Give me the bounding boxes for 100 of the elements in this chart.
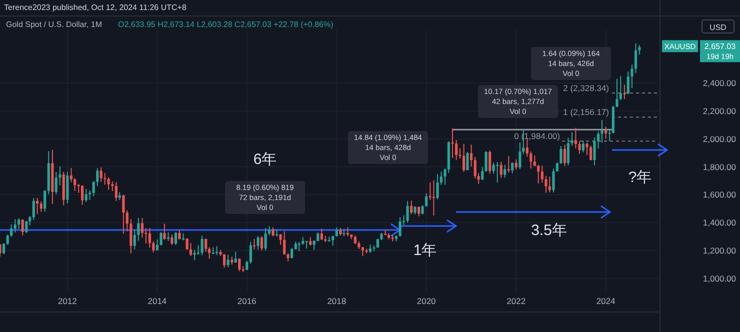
x-tick-label: 2018	[327, 296, 346, 306]
candlestick	[361, 246, 364, 257]
candlestick	[582, 140, 584, 153]
candlestick	[74, 178, 76, 192]
candlestick	[252, 238, 256, 250]
annotation: ?年	[628, 169, 652, 186]
candlestick	[222, 254, 226, 268]
candlestick	[574, 127, 578, 149]
candlestick	[623, 84, 626, 100]
candlestick	[421, 204, 424, 215]
candlestick	[552, 168, 555, 193]
candlestick	[406, 200, 409, 224]
candlestick	[500, 161, 502, 178]
text: 2,657.03	[704, 42, 736, 52]
candlestick	[17, 218, 20, 230]
candlestick	[14, 218, 16, 233]
candlestick	[160, 232, 162, 246]
candlestick	[70, 168, 73, 183]
candlestick	[514, 158, 518, 170]
candlestick	[40, 200, 42, 212]
candlestick	[283, 230, 286, 256]
annotation: 3.5年	[531, 222, 567, 239]
candlestick	[560, 146, 562, 164]
candlestick	[238, 258, 241, 272]
candlestick	[312, 240, 316, 251]
candlestick	[44, 190, 46, 212]
candlestick	[152, 240, 155, 253]
candlestick	[126, 210, 128, 232]
candlestick	[104, 172, 106, 186]
candlestick	[544, 175, 548, 194]
candlestick	[578, 140, 581, 154]
candlestick	[96, 168, 99, 187]
candlestick	[279, 234, 282, 246]
x-tick-label: 2016	[237, 296, 257, 306]
candlestick	[189, 242, 192, 257]
candlestick	[451, 128, 454, 159]
candlestick	[634, 42, 638, 74]
candlestick	[200, 235, 204, 256]
candlestick	[616, 78, 618, 108]
candlestick	[540, 165, 544, 183]
y-tick-label: 1,800.00	[702, 162, 736, 172]
y-tick-label: 2,200.00	[702, 106, 736, 116]
candlestick	[130, 218, 132, 254]
candlestick	[537, 164, 540, 184]
candlestick	[590, 144, 592, 161]
y-tick-label: 1,600.00	[702, 190, 736, 200]
candlestick	[530, 150, 532, 170]
candlestick	[398, 216, 402, 238]
candlestick	[264, 227, 267, 252]
candlestick	[54, 171, 58, 195]
candlestick	[77, 183, 80, 194]
candlestick	[122, 194, 125, 234]
candlestick	[80, 184, 84, 206]
chart-subtitle: Terence2023 published, Oct 12, 2024 11:26 UTC+8	[4, 3, 187, 12]
candlestick	[92, 180, 95, 197]
x-tick-label: 2012	[58, 296, 78, 306]
x-tick-label: 2014	[148, 296, 167, 306]
candlestick	[466, 152, 469, 171]
candlestick	[332, 235, 334, 246]
candlestick	[425, 192, 428, 207]
candlestick	[10, 224, 13, 238]
candlestick	[148, 228, 152, 248]
candlestick	[272, 226, 274, 237]
ref-line-label: 2 (2,328.34)	[563, 83, 610, 94]
candlestick	[144, 227, 148, 244]
candlestick	[511, 162, 514, 174]
candlestick	[25, 220, 28, 234]
candlestick	[492, 162, 495, 174]
candlestick	[586, 142, 588, 156]
candlestick	[418, 206, 420, 217]
candlestick	[163, 223, 166, 240]
candlestick	[410, 200, 413, 215]
candlestick	[114, 182, 118, 202]
candlestick	[133, 230, 136, 250]
candlestick	[84, 188, 88, 202]
candlestick	[140, 217, 144, 238]
candlestick	[436, 174, 439, 200]
candlestick	[2, 242, 6, 255]
candlestick	[204, 238, 208, 252]
candlestick	[570, 132, 574, 146]
x-tick-label: 2024	[596, 296, 616, 306]
ref-line-label: 1 (2,156.17)	[563, 107, 610, 118]
candlestick	[626, 70, 630, 95]
y-tick-label: 2,000.00	[702, 134, 736, 144]
candlestick	[174, 232, 178, 246]
y-tick-label: 2,400.00	[702, 78, 736, 88]
candlestick	[462, 143, 466, 172]
annotation: 1年	[413, 242, 437, 259]
text: USD	[710, 23, 727, 32]
candlestick	[100, 166, 102, 182]
candlestick	[298, 241, 300, 252]
candlestick	[170, 234, 174, 246]
candlestick	[196, 244, 200, 256]
candlestick	[548, 176, 551, 193]
candlestick	[593, 136, 596, 166]
candlestick	[507, 156, 510, 174]
candlestick	[504, 164, 506, 178]
annotation: 6年	[253, 151, 277, 168]
candlestick	[518, 142, 522, 170]
chart-title: Gold Spot / U.S. Dollar, 1M	[6, 20, 102, 29]
